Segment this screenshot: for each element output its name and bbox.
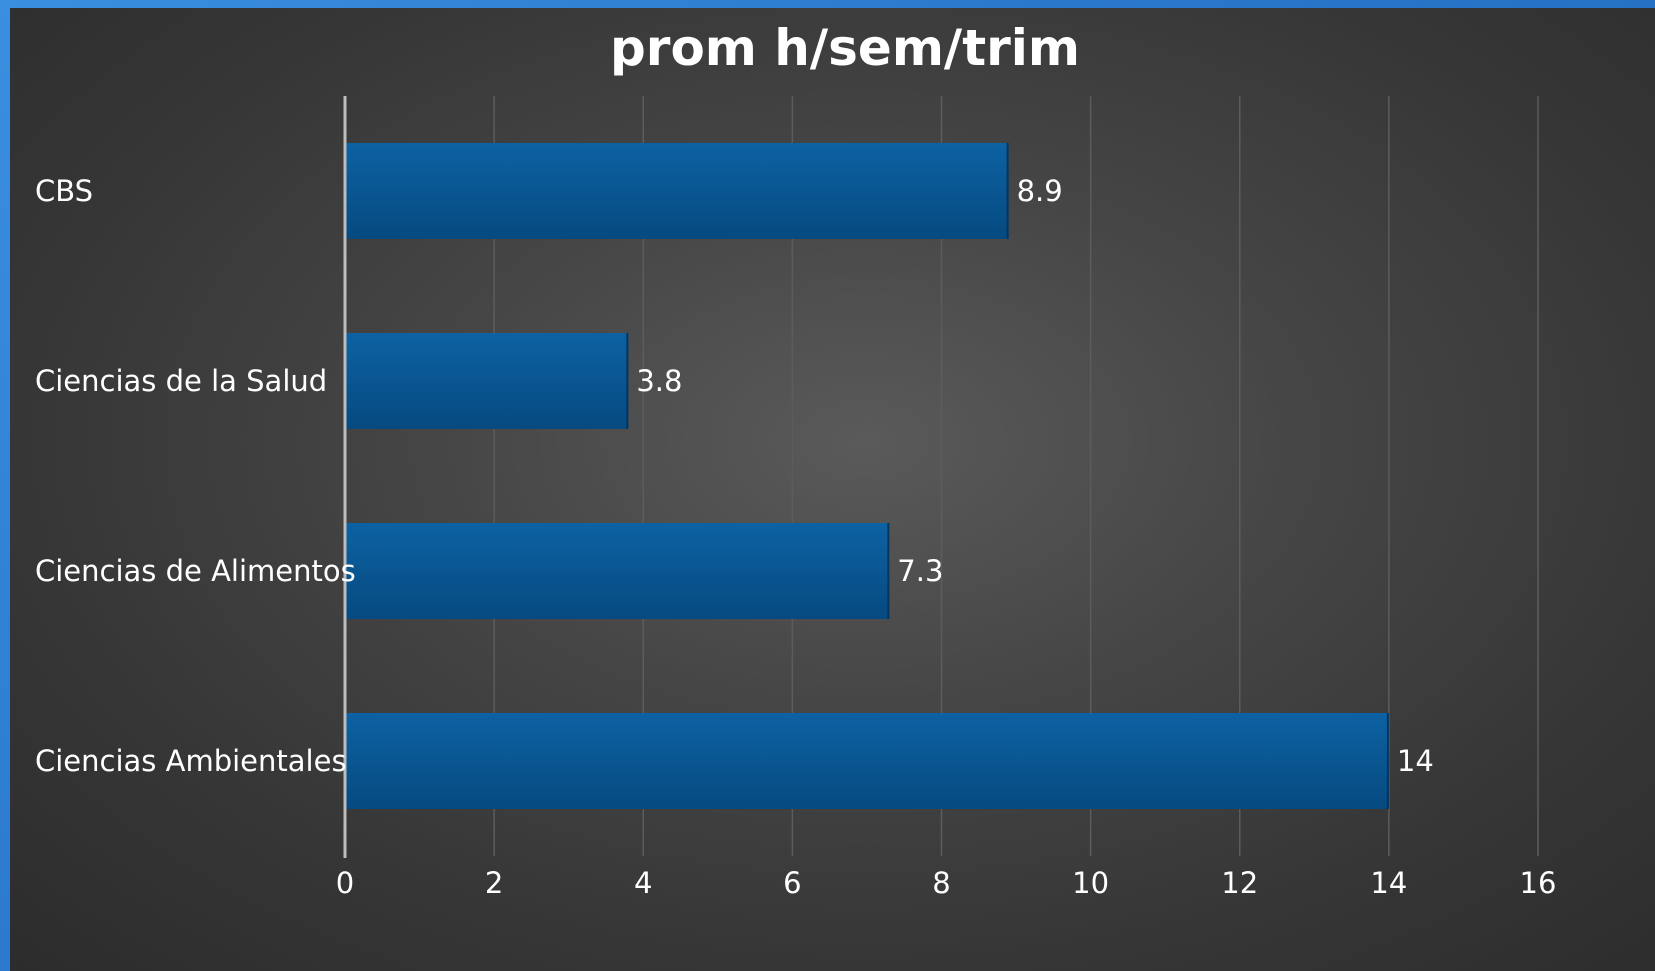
- bar-1: [345, 333, 629, 429]
- category-label: CBS: [35, 174, 93, 208]
- bar-0: [345, 143, 1009, 239]
- category-label: Ciencias de la Salud: [35, 364, 327, 398]
- x-tick-label: 0: [336, 866, 354, 900]
- bar-edge-1: [626, 333, 629, 429]
- category-label: Ciencias Ambientales: [35, 744, 347, 778]
- bar-2: [345, 523, 890, 619]
- data-label: 7.3: [897, 554, 943, 588]
- bar-3: [345, 713, 1389, 809]
- x-tick-label: 6: [783, 866, 801, 900]
- data-label: 3.8: [636, 364, 682, 398]
- x-tick-label: 2: [485, 866, 503, 900]
- bars: [345, 143, 1389, 809]
- x-tick-label: 8: [932, 866, 950, 900]
- bar-chart: prom h/sem/trim 0 2 4 6 8 10 12 14 16 CBS 8.9 Cienc…: [35, 19, 1556, 900]
- labels: 0 2 4 6 8 10 12 14 16 CBS 8.9 Ciencias de la Salud 3…: [35, 174, 1556, 900]
- x-tick-label: 10: [1072, 866, 1109, 900]
- bar-edge-2: [887, 523, 890, 619]
- data-label: 14: [1397, 744, 1434, 778]
- chart-panel: prom h/sem/trim 0 2 4 6 8 10 12 14 16 CBS 8.9 Cienc…: [10, 8, 1655, 971]
- data-label: 8.9: [1017, 174, 1063, 208]
- x-tick-label: 14: [1370, 866, 1407, 900]
- x-tick-label: 12: [1221, 866, 1258, 900]
- x-tick-label: 4: [634, 866, 652, 900]
- bar-edge-3: [1386, 713, 1389, 809]
- chart-title: prom h/sem/trim: [610, 19, 1080, 77]
- x-tick-label: 16: [1520, 866, 1557, 900]
- bar-edge-0: [1006, 143, 1009, 239]
- category-label: Ciencias de Alimentos: [35, 554, 356, 588]
